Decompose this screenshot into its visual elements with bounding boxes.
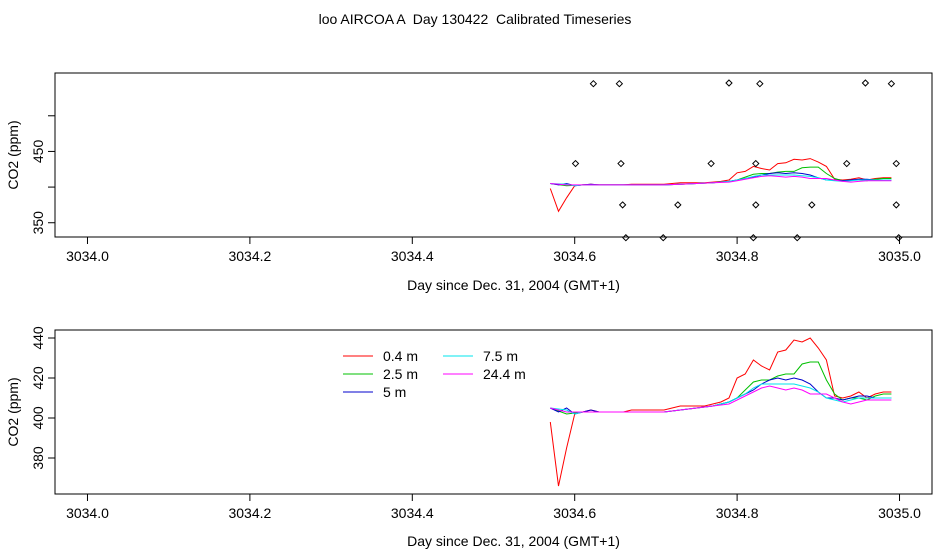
top-x-tick-label: 3035.0: [878, 248, 921, 264]
bottom-x-tick-label: 3034.6: [553, 505, 596, 521]
bottom-series-line-2-5-m: [550, 361, 892, 415]
top-data-point: [793, 234, 801, 242]
top-data-point: [617, 159, 625, 168]
top-data-point: [752, 159, 760, 168]
bottom-x-tick-label: 3034.0: [66, 505, 109, 521]
top-data-point: [571, 159, 580, 168]
bottom-y-tick-label: 380: [30, 446, 46, 470]
top-x-tick-label: 3034.4: [391, 248, 434, 264]
top-data-point: [892, 159, 900, 168]
top-data-point: [894, 234, 903, 242]
top-data-point: [749, 234, 758, 242]
top-data-point: [707, 159, 715, 168]
top-x-tick-label: 3034.6: [553, 248, 596, 264]
bottom-x-tick-label: 3035.0: [878, 505, 921, 521]
top-data-point: [752, 201, 760, 209]
legend-label: 2.5 m: [383, 366, 418, 382]
top-y-tick-label: 350: [30, 211, 46, 235]
top-data-point: [843, 159, 851, 168]
bottom-plot-frame: [54, 329, 933, 495]
top-data-point: [887, 79, 896, 88]
top-data-point: [808, 201, 816, 209]
top-x-tick-label: 3034.2: [228, 248, 271, 264]
top-x-tick-label: 3034.8: [716, 248, 759, 264]
top-x-tick-label: 3034.0: [66, 248, 109, 264]
legend-label: 5 m: [383, 384, 406, 400]
bottom-y-tick-label: 400: [30, 406, 46, 430]
top-data-point: [622, 234, 630, 242]
bottom-series-line-5-m: [550, 377, 892, 415]
bottom-x-tick-label: 3034.2: [228, 505, 271, 521]
top-y-tick-label: 450: [30, 140, 46, 164]
bottom-y-tick-label: 420: [30, 366, 46, 390]
top-data-point: [674, 201, 682, 209]
bottom-series-line-24-4-m: [550, 385, 892, 413]
top-data-point: [861, 79, 870, 87]
top-data-point: [725, 79, 733, 87]
top-x-axis-label: Day since Dec. 31, 2004 (GMT+1): [407, 277, 620, 293]
bottom-y-axis-label: CO2 (ppm): [5, 377, 21, 446]
chart-title: loo AIRCOA A Day 130422 Calibrated Times…: [318, 11, 632, 27]
bottom-x-axis-label: Day since Dec. 31, 2004 (GMT+1): [407, 533, 620, 549]
legend-label: 24.4 m: [483, 366, 526, 382]
bottom-y-tick-label: 440: [30, 326, 46, 350]
top-y-axis-label: CO2 (ppm): [5, 120, 21, 189]
legend: 0.4 m 2.5 m 5 m 7.5 m 24.4 m: [343, 348, 526, 400]
top-data-point: [659, 234, 667, 242]
legend-label: 0.4 m: [383, 348, 418, 364]
top-data-point: [615, 79, 624, 88]
bottom-x-tick-label: 3034.4: [391, 505, 434, 521]
bottom-x-tick-label: 3034.8: [716, 505, 759, 521]
legend-label: 7.5 m: [483, 348, 518, 364]
top-plot-frame: [54, 72, 933, 238]
top-data-point: [589, 79, 598, 88]
top-data-point: [756, 79, 764, 88]
top-series-line-24-4-m: [550, 175, 892, 186]
top-data-point: [892, 201, 900, 209]
top-data-point: [618, 201, 627, 209]
